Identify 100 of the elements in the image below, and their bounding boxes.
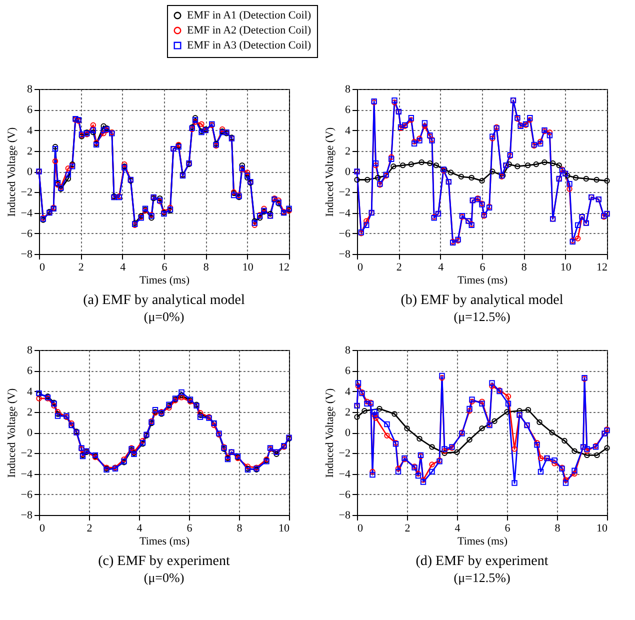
point — [514, 164, 520, 170]
point — [492, 418, 498, 424]
x-tick-label: 4 — [454, 522, 461, 534]
text: (μ=0%) — [144, 309, 184, 324]
point — [594, 452, 600, 458]
point — [244, 174, 250, 181]
point — [479, 426, 485, 432]
y-axis-title: Induced Voltage (V) — [324, 126, 336, 217]
y-tick-label: −6 — [20, 228, 33, 240]
point — [584, 452, 590, 458]
point — [65, 172, 72, 178]
point — [594, 176, 600, 183]
point — [448, 170, 454, 176]
y-tick-label: 8 — [345, 84, 351, 96]
y-tick-label: 8 — [27, 344, 33, 356]
x-tick-label: 6 — [480, 262, 486, 274]
point — [574, 222, 581, 228]
text: (μ=0%) — [144, 570, 184, 585]
x-tick-label: 8 — [521, 262, 528, 274]
y-tick-label: 0 — [27, 427, 33, 439]
x-tick-label: 0 — [358, 262, 364, 274]
point — [536, 419, 542, 426]
point — [566, 181, 572, 187]
point — [454, 449, 460, 455]
y-tick-label: 4 — [27, 386, 33, 398]
point — [355, 383, 362, 389]
x-tick-label: 0 — [40, 522, 46, 534]
point — [52, 158, 58, 164]
point — [572, 470, 578, 477]
text: (c) EMF by experiment — [98, 554, 230, 569]
point — [468, 174, 474, 181]
point — [516, 408, 522, 414]
x-tick-label: 10 — [596, 522, 608, 534]
text: (d) EMF by experiment — [416, 554, 548, 569]
point — [534, 442, 540, 448]
point — [267, 210, 274, 217]
y-tick-label: −8 — [20, 510, 33, 522]
x-tick-label: 8 — [236, 522, 243, 534]
point — [100, 127, 106, 134]
y-tick-label: 6 — [345, 365, 351, 378]
point — [572, 468, 578, 474]
point — [372, 415, 379, 421]
x-tick-label: 6 — [186, 522, 193, 534]
point — [512, 446, 518, 452]
y-tick-label: −2 — [338, 186, 350, 199]
point — [244, 170, 250, 176]
x-tick-label: 12 — [278, 262, 290, 274]
point — [198, 121, 204, 127]
x-tick-label: 8 — [203, 262, 210, 274]
x-tick-label: 10 — [278, 522, 290, 534]
point — [538, 455, 544, 462]
point — [427, 160, 433, 166]
y-tick-label: 0 — [27, 166, 33, 178]
point — [546, 132, 553, 138]
text: (μ=12.5%) — [454, 570, 510, 585]
point — [552, 460, 558, 466]
y-tick-label: 2 — [345, 145, 350, 158]
text: (a) EMF by analytical model — [83, 293, 245, 308]
y-tick-label: −8 — [338, 510, 351, 522]
point — [458, 174, 464, 180]
point — [566, 186, 572, 192]
point — [404, 426, 410, 432]
point — [562, 480, 569, 486]
point — [562, 438, 568, 444]
point — [384, 421, 390, 428]
x-tick-label: 4 — [438, 262, 444, 274]
x-axis-title: Times (ms) — [457, 536, 508, 548]
point — [550, 160, 556, 166]
point — [178, 389, 184, 396]
point — [542, 159, 548, 166]
point — [244, 172, 250, 178]
y-tick-label: −2 — [20, 186, 32, 199]
point — [90, 122, 96, 128]
point — [572, 448, 578, 454]
text: (b) EMF by analytical model — [400, 293, 564, 308]
y-tick-label: −4 — [20, 468, 33, 480]
y-tick-label: 0 — [345, 166, 351, 178]
y-tick-label: 4 — [345, 386, 351, 398]
point — [364, 176, 370, 183]
point — [433, 162, 440, 168]
x-tick-label: 6 — [162, 262, 168, 274]
y-axis-title: Induced Voltage (V) — [6, 388, 18, 478]
point — [392, 411, 398, 417]
point — [538, 468, 544, 475]
point — [395, 468, 402, 475]
y-tick-label: 6 — [27, 104, 33, 116]
point — [376, 406, 382, 412]
point — [429, 444, 435, 450]
legend-label: EMF in A1 (Detection Coil) — [187, 10, 312, 22]
point — [422, 123, 428, 129]
point — [390, 164, 396, 170]
x-tick-label: 0 — [40, 262, 46, 274]
x-tick-label: 6 — [504, 522, 511, 534]
x-axis-title: Times (ms) — [139, 274, 190, 286]
y-axis-title: Induced Voltage (V) — [6, 126, 18, 217]
point — [505, 400, 512, 406]
x-tick-label: 4 — [136, 522, 143, 534]
y-tick-label: 6 — [27, 365, 33, 378]
y-tick-label: −6 — [338, 228, 351, 240]
text: (μ=12.5%) — [454, 309, 510, 324]
